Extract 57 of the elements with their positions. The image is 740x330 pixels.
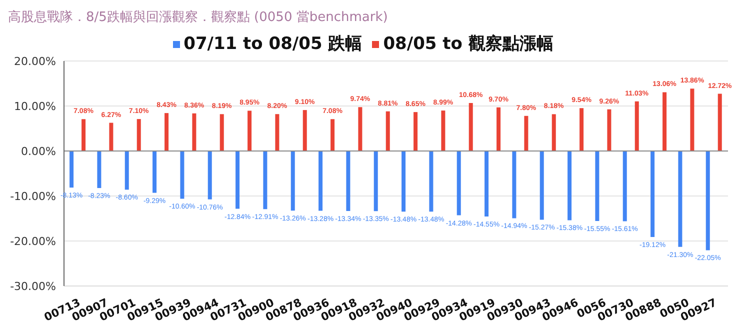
bar bbox=[109, 122, 114, 151]
bar bbox=[690, 88, 694, 151]
bar bbox=[263, 151, 268, 210]
bar bbox=[512, 151, 516, 218]
bar bbox=[650, 151, 655, 238]
bar bbox=[290, 151, 295, 211]
bar bbox=[441, 110, 446, 151]
bar bbox=[124, 151, 129, 190]
bar bbox=[580, 108, 584, 151]
bar bbox=[429, 151, 434, 212]
bar bbox=[496, 107, 501, 151]
bar bbox=[662, 92, 667, 151]
bar bbox=[540, 151, 544, 220]
bar bbox=[595, 151, 600, 221]
bar bbox=[607, 109, 612, 151]
bar bbox=[302, 110, 307, 151]
bar bbox=[180, 151, 184, 199]
bar bbox=[152, 151, 157, 193]
bar bbox=[97, 151, 102, 188]
bar bbox=[136, 119, 141, 151]
bar bbox=[718, 94, 722, 151]
y-tick-label: 10.00% bbox=[14, 100, 56, 113]
y-tick-label: -20.00% bbox=[10, 234, 56, 248]
legend-label: 07/11 to 08/05 跌幅 bbox=[184, 34, 362, 54]
y-tick-label: 0.00% bbox=[21, 144, 56, 158]
bar bbox=[358, 107, 362, 151]
bar bbox=[236, 151, 240, 209]
bar bbox=[414, 112, 418, 151]
bar bbox=[248, 110, 252, 151]
bar bbox=[82, 119, 86, 151]
bar bbox=[552, 114, 556, 151]
bar bbox=[524, 116, 528, 151]
bar bbox=[402, 151, 406, 212]
bar bbox=[275, 114, 280, 151]
bar bbox=[374, 151, 378, 212]
bar bbox=[192, 113, 196, 151]
bar bbox=[70, 151, 74, 188]
bar bbox=[622, 151, 627, 222]
bar bbox=[634, 101, 639, 151]
y-tick-label: -30.00% bbox=[10, 280, 56, 293]
bar bbox=[568, 151, 572, 220]
bar bbox=[468, 102, 473, 151]
bar bbox=[220, 114, 224, 151]
bar bbox=[456, 151, 461, 216]
bar bbox=[208, 151, 212, 200]
bar bbox=[678, 151, 682, 247]
chart-title: 高股息戰隊．8/5跌幅與回漲觀察．觀察點 (0050 當benchmark) bbox=[8, 9, 389, 27]
bar bbox=[164, 113, 169, 151]
bar bbox=[484, 151, 489, 216]
legend-label: 08/05 to 觀察點漲幅 bbox=[383, 34, 554, 54]
bar bbox=[330, 119, 335, 151]
bar bbox=[318, 151, 323, 211]
y-tick-label: 20.00% bbox=[14, 54, 56, 68]
bar bbox=[706, 151, 710, 250]
bar bbox=[346, 151, 350, 212]
bar bbox=[386, 111, 390, 151]
y-tick-label: -10.00% bbox=[10, 190, 56, 203]
